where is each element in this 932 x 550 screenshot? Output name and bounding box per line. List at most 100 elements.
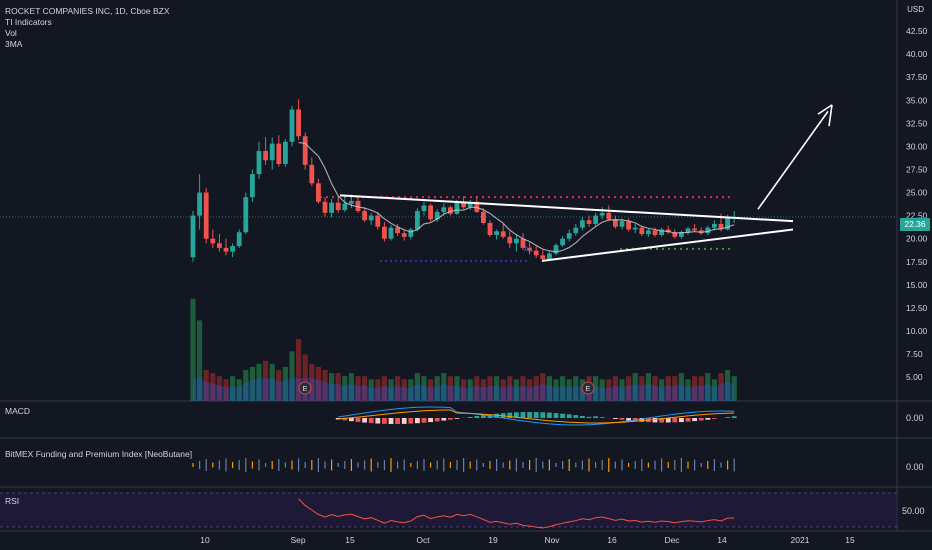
volume-bar [652, 376, 658, 401]
volume-bar [718, 373, 724, 401]
volume-bar [296, 339, 302, 401]
macd-pane-title[interactable]: MACD [5, 406, 31, 416]
currency-label[interactable]: USD [907, 5, 924, 14]
volume-bar [434, 376, 440, 401]
y-tick-label: 17.50 [906, 257, 928, 267]
macd-histogram-bar [652, 418, 658, 423]
volume-bar [474, 376, 480, 401]
candle [514, 234, 519, 252]
candle [415, 208, 420, 232]
candle [223, 238, 229, 256]
macd-histogram-bar [553, 413, 559, 418]
candle [672, 229, 678, 239]
volume-bar [395, 376, 401, 401]
indicator-ti[interactable]: TI Indicators [5, 17, 52, 27]
macd-histogram-bar [355, 418, 361, 422]
earnings-marker-label: E [585, 384, 590, 393]
volume-bar [593, 376, 599, 401]
candle [494, 229, 499, 240]
funding-axis-label: 0.00 [906, 462, 924, 472]
volume-bar [645, 373, 651, 401]
candle [322, 197, 328, 217]
volume-bar [725, 370, 731, 401]
candle [527, 242, 532, 255]
moving-average-line [298, 142, 735, 253]
candle-body [203, 192, 209, 239]
candle-body [725, 217, 730, 230]
volume-bar [269, 363, 275, 401]
candle [553, 243, 559, 256]
macd-histogram-bar [731, 416, 737, 418]
x-tick-label: 19 [488, 535, 498, 545]
candle [659, 227, 664, 237]
candle [646, 228, 651, 237]
macd-histogram-bar [665, 418, 671, 423]
y-tick-label: 15.00 [906, 280, 928, 290]
candle-body [718, 223, 724, 230]
volume-bar [276, 370, 282, 401]
volume-bar [216, 376, 222, 401]
candle-body [368, 215, 374, 221]
candle [599, 207, 605, 220]
rsi-axis-label: 50.00 [902, 506, 925, 516]
candle-body [309, 164, 315, 184]
macd-histogram-bar [520, 412, 526, 418]
candle [593, 212, 598, 226]
y-tick-label: 7.50 [906, 349, 923, 359]
candle-body [672, 232, 678, 237]
candle-body [217, 243, 222, 248]
volume-bar [348, 373, 354, 401]
funding-pane-title[interactable]: BitMEX Funding and Premium Index [NeoBut… [5, 449, 193, 459]
candle [448, 205, 453, 216]
volume-bar [256, 363, 262, 401]
candle [289, 105, 295, 147]
macd-histogram-bar [672, 418, 678, 423]
volume-bar [441, 373, 447, 401]
candle-body [626, 221, 631, 230]
rsi-pane-title[interactable]: RSI [5, 496, 20, 506]
candle [481, 208, 486, 225]
candle [586, 215, 592, 227]
macd-line [338, 406, 735, 426]
macd-axis-label: 0.00 [906, 413, 924, 423]
candle-body [421, 205, 427, 212]
candle-body [335, 202, 341, 211]
candle-body [520, 238, 526, 248]
volume-bar [566, 379, 572, 401]
candle [217, 234, 222, 252]
candle-body [230, 246, 235, 252]
volume-bar [223, 379, 229, 401]
indicator-vol[interactable]: Vol [5, 28, 17, 38]
x-tick-label: Sep [290, 535, 305, 545]
candle [679, 230, 684, 239]
volume-bar [685, 379, 691, 401]
volume-bar [692, 376, 698, 401]
x-tick-label: 16 [607, 535, 617, 545]
volume-bar [335, 373, 341, 401]
candle [606, 205, 612, 222]
candle-body [428, 205, 433, 220]
indicator-3ma[interactable]: 3MA [5, 39, 23, 49]
candle-body [560, 238, 565, 246]
volume-bar [315, 366, 321, 401]
candle-body [580, 220, 585, 228]
candle-body [547, 253, 552, 259]
earnings-marker-label: E [302, 384, 307, 393]
y-tick-label: 40.00 [906, 49, 928, 59]
candle [296, 99, 301, 140]
macd-histogram-bar [342, 418, 348, 421]
candle [632, 223, 638, 234]
candle [342, 198, 348, 212]
macd-histogram-bar [388, 418, 394, 424]
earnings-marker-circle [581, 381, 595, 395]
macd-histogram-bar [527, 412, 532, 418]
candle-body [223, 247, 229, 252]
candle-body [283, 141, 288, 164]
candle-body [481, 211, 486, 224]
candle-body [250, 174, 255, 198]
candle-body [401, 233, 407, 237]
macd-histogram-bar [547, 412, 552, 418]
candle [507, 231, 513, 248]
candle-body [540, 255, 546, 259]
